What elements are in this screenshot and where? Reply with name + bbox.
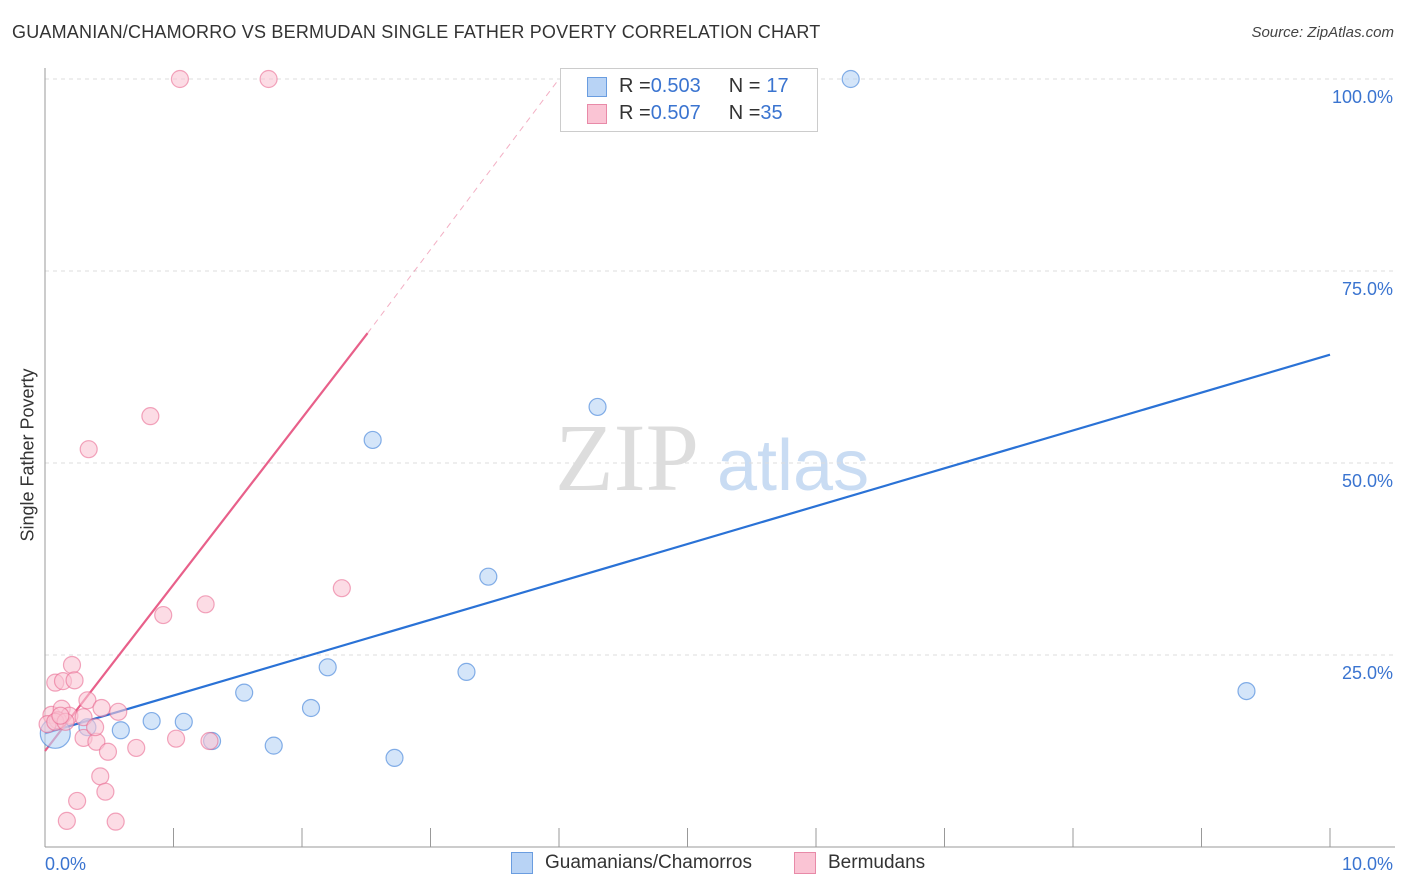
legend-item-bermudans: Bermudans bbox=[794, 852, 925, 874]
bermudan-point bbox=[74, 708, 93, 727]
bermudan-point bbox=[127, 738, 146, 758]
bermudan-trend-line bbox=[44, 332, 369, 752]
guamanian-point bbox=[385, 748, 404, 768]
guamanian-point bbox=[479, 567, 498, 586]
bermudan-point bbox=[109, 702, 128, 721]
guamanian-point bbox=[174, 712, 193, 731]
legend-label: Guamanians/Chamorros bbox=[545, 852, 752, 873]
bermudan-point bbox=[79, 440, 98, 459]
legend-label: Bermudans bbox=[828, 852, 926, 873]
bermudan-point bbox=[141, 407, 160, 426]
legend-swatch-pink bbox=[587, 103, 607, 124]
x-tick-label: 0.0% bbox=[45, 854, 86, 874]
bermudan-point bbox=[200, 731, 219, 751]
guamanian-point bbox=[235, 683, 254, 702]
bermudan-point bbox=[78, 691, 97, 710]
bermudan-point bbox=[92, 698, 111, 718]
guamanian-trend-line bbox=[44, 353, 1331, 735]
bermudan-point bbox=[65, 671, 84, 690]
bermudan-point bbox=[166, 729, 186, 748]
guamanian-point bbox=[841, 69, 860, 89]
source-label: Source: ZipAtlas.com bbox=[1251, 24, 1394, 41]
bermudan-point bbox=[68, 791, 87, 811]
x-tick-label: 10.0% bbox=[1342, 854, 1393, 874]
legend-swatch-blue bbox=[511, 852, 533, 874]
guamanian-point bbox=[264, 736, 283, 755]
watermark-zip: ZIP bbox=[555, 404, 699, 511]
y-tick-label: 50.0% bbox=[1342, 471, 1393, 491]
stats-legend: R = 0.503 N = 17 R = 0.507 N = 35 bbox=[560, 68, 818, 132]
bermudan-point bbox=[154, 605, 173, 625]
y-tick-label: 25.0% bbox=[1342, 663, 1393, 683]
r-label: R = bbox=[619, 102, 651, 124]
n-label: N = bbox=[728, 102, 761, 124]
bermudan-point bbox=[57, 811, 76, 830]
legend-swatch-pink bbox=[794, 852, 816, 874]
y-tick-label: 100.0% bbox=[1332, 87, 1393, 107]
bermudan-point bbox=[51, 706, 70, 725]
guamanian-point bbox=[457, 662, 476, 681]
bermudan-point bbox=[62, 655, 82, 675]
guamanian-point bbox=[301, 698, 321, 718]
r-value: 0.503 bbox=[650, 75, 701, 97]
bermudan-point bbox=[170, 69, 190, 89]
guamanian-point bbox=[363, 430, 382, 450]
bermudan-point bbox=[96, 782, 115, 801]
y-tick-label: 75.0% bbox=[1342, 279, 1393, 299]
guamanian-point bbox=[111, 721, 130, 740]
legend-item-guamanians: Guamanians/Chamorros bbox=[511, 852, 752, 874]
r-label: R = bbox=[619, 75, 651, 97]
n-label: N = bbox=[728, 75, 761, 97]
bermudan-point bbox=[259, 69, 278, 89]
bermudan-point bbox=[332, 579, 351, 598]
legend-row-guamanian: R = 0.503 N = 17 bbox=[587, 75, 789, 98]
guamanian-point bbox=[1237, 681, 1256, 701]
bermudan-point bbox=[86, 718, 105, 737]
watermark-atlas: atlas bbox=[717, 426, 869, 506]
guamanian-point bbox=[318, 658, 337, 677]
bermudan-point bbox=[196, 595, 215, 614]
legend-swatch-blue bbox=[587, 76, 607, 97]
n-value: 17 bbox=[766, 75, 789, 97]
bermudan-trend-extension bbox=[367, 78, 560, 334]
guamanian-point bbox=[588, 397, 607, 417]
legend-row-bermudan: R = 0.507 N = 35 bbox=[587, 102, 783, 125]
guamanian-point bbox=[142, 711, 161, 731]
bermudan-point bbox=[91, 767, 110, 786]
r-value: 0.507 bbox=[650, 102, 701, 124]
bermudan-point bbox=[106, 812, 125, 831]
bermudan-point bbox=[98, 742, 118, 761]
n-value: 35 bbox=[760, 102, 783, 124]
chart-title: GUAMANIAN/CHAMORRO VS BERMUDAN SINGLE FA… bbox=[12, 22, 821, 42]
